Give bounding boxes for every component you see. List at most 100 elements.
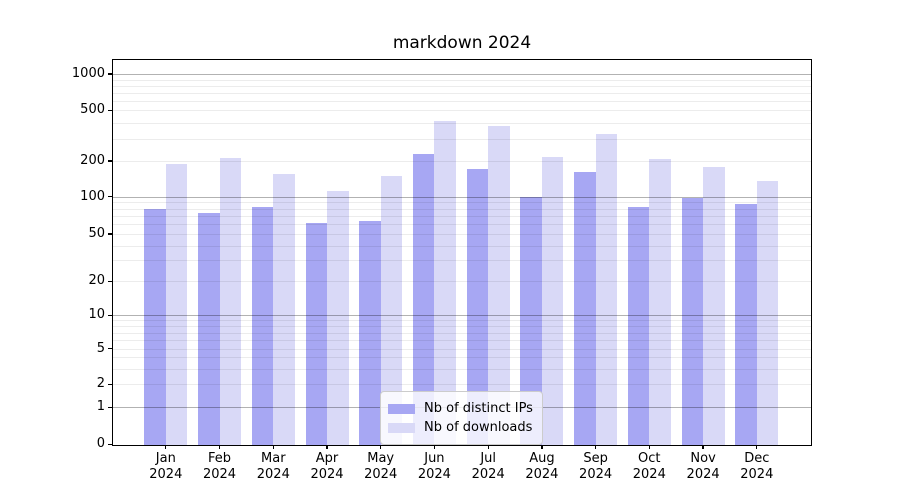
x-tick-label-jun: Jun 2024 [402,451,466,483]
y-tick-label-10: 10 [88,307,105,323]
x-tick-year: 2024 [686,467,720,482]
x-tick-mar [272,445,274,449]
bar-downloads-dec [756,181,779,445]
bar-downloads-mar [273,174,295,445]
x-tick-label-aug: Aug 2024 [510,451,574,483]
y-tick-1000 [108,73,112,75]
y-tick-20 [108,280,112,282]
bar-downloads-nov [703,167,725,445]
bar-downloads-jan [165,163,188,445]
bar-distinct-ips-aug [520,196,542,445]
y-tick-50 [108,233,112,235]
y-tick-10 [108,314,112,316]
y-tick-label-1: 1 [96,399,105,415]
x-tick-year: 2024 [579,467,613,482]
x-tick-month: May [367,451,395,466]
x-tick-month: Sep [583,451,608,466]
x-tick-year: 2024 [740,467,774,482]
plot-area [113,60,811,445]
x-tick-month: Feb [207,451,232,466]
x-tick-year: 2024 [310,467,344,482]
x-tick-year: 2024 [525,467,559,482]
x-tick-year: 2024 [417,467,451,482]
legend-label: Nb of downloads [424,420,533,435]
x-tick-label-feb: Feb 2024 [188,451,252,483]
bar-distinct-ips-jul [466,169,489,445]
x-tick-label-sep: Sep 2024 [564,451,628,483]
x-tick-nov [702,445,704,449]
y-tick-label-2: 2 [96,376,105,392]
y-tick-0 [108,443,112,445]
x-tick-month: Mar [261,451,286,466]
x-tick-dec [756,445,758,449]
y-tick-label-1000: 1000 [71,66,105,81]
bar-distinct-ips-may [359,220,381,445]
x-tick-jul [487,445,489,449]
x-tick-label-jan: Jan 2024 [134,451,198,483]
bar-distinct-ips-jun [412,154,435,445]
x-tick-oct [648,445,650,449]
x-tick-feb [218,445,221,449]
bar-distinct-ips-apr [305,223,327,445]
y-tick-label-200: 200 [80,153,105,168]
x-tick-may [380,445,382,449]
x-tick-month: Oct [638,451,661,466]
bar-distinct-ips-oct [627,206,650,445]
x-tick-month: Aug [529,451,555,466]
x-tick-month: Jul [480,451,497,466]
y-tick-label-20: 20 [88,273,105,289]
chart-title: markdown 2024 [392,33,532,53]
y-tick-label-50: 50 [88,226,105,241]
bar-downloads-may [380,176,403,445]
bars-layer [113,60,811,445]
bar-downloads-apr [327,191,349,445]
x-tick-month: Nov [690,451,716,466]
legend-swatch-distinct-ips [388,403,415,414]
bar-distinct-ips-jan [144,209,166,445]
y-tick-label-0: 0 [96,436,105,452]
bar-downloads-aug [541,156,564,445]
bar-distinct-ips-feb [198,212,220,445]
x-tick-aug [541,445,543,449]
x-tick-year: 2024 [202,467,237,482]
bar-downloads-jun [434,120,456,445]
bar-distinct-ips-mar [251,206,274,445]
legend-swatch-downloads [388,422,415,433]
bar-downloads-jul [488,125,510,445]
x-tick-sep [594,445,597,449]
x-tick-label-dec: Dec 2024 [725,451,789,483]
x-tick-month: Jun [424,451,445,466]
x-tick-month: Apr [315,451,339,466]
x-tick-label-mar: Mar 2024 [241,451,305,483]
y-tick-1 [108,406,112,408]
bar-downloads-feb [219,157,241,445]
x-tick-year: 2024 [364,467,398,482]
x-tick-month: Jan [155,451,176,466]
x-tick-jun [433,445,436,449]
legend-item-downloads: Nb of downloads [388,419,533,436]
bar-distinct-ips-nov [681,198,704,445]
x-tick-year: 2024 [149,467,183,482]
x-tick-label-jul: Jul 2024 [456,451,520,483]
x-tick-label-oct: Oct 2024 [617,451,681,483]
x-tick-year: 2024 [471,467,505,482]
y-tick-100 [108,195,112,198]
bar-distinct-ips-sep [574,171,596,445]
x-tick-jan [165,445,167,449]
bar-distinct-ips-dec [735,204,757,445]
x-tick-year: 2024 [256,467,290,482]
x-tick-label-nov: Nov 2024 [671,451,735,483]
y-tick-2 [108,383,112,385]
y-tick-label-500: 500 [80,102,105,118]
x-tick-label-apr: Apr 2024 [295,451,359,483]
y-tick-label-100: 100 [80,188,105,204]
y-tick-5 [108,348,112,350]
x-tick-month: Dec [744,451,770,466]
x-tick-year: 2024 [632,467,666,482]
x-tick-label-may: May 2024 [349,451,413,483]
bar-downloads-sep [595,134,618,445]
legend-item-distinct-ips: Nb of distinct IPs [388,400,533,417]
legend-label: Nb of distinct IPs [424,401,533,416]
x-tick-apr [326,445,328,449]
